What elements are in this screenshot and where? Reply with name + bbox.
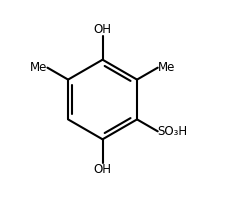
Text: SO₃H: SO₃H bbox=[158, 125, 188, 138]
Text: OH: OH bbox=[94, 23, 112, 36]
Text: Me: Me bbox=[30, 61, 47, 74]
Text: Me: Me bbox=[158, 61, 175, 74]
Text: OH: OH bbox=[94, 163, 112, 176]
